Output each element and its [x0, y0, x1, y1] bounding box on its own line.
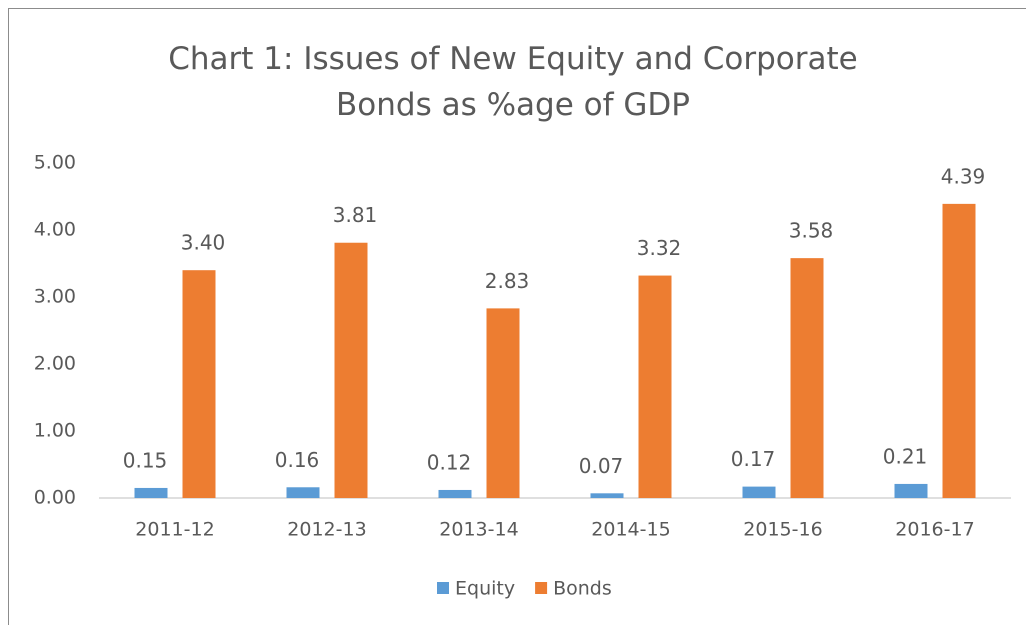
y-tick-label: 2.00: [34, 353, 76, 375]
bar: [790, 258, 824, 498]
legend-swatch: [437, 582, 449, 594]
frame: [8, 8, 1026, 625]
x-tick-label: 2011-12: [135, 519, 214, 541]
legend-label: Bonds: [553, 578, 612, 600]
bar: [638, 275, 672, 498]
y-tick-label: 1.00: [34, 420, 76, 442]
y-tick-label: 0.00: [34, 487, 76, 509]
data-label: 3.81: [333, 203, 378, 227]
data-label: 2.83: [485, 269, 530, 293]
bar: [486, 308, 520, 498]
bar: [590, 493, 624, 498]
data-label: 0.15: [123, 448, 168, 472]
x-tick-label: 2016-17: [895, 519, 974, 541]
x-tick-label: 2012-13: [287, 519, 366, 541]
bar: [438, 489, 472, 498]
bar: [134, 487, 168, 498]
x-tick-label: 2015-16: [743, 519, 822, 541]
bar: [334, 242, 368, 498]
data-label: 0.21: [883, 444, 928, 468]
bar: [286, 487, 320, 498]
data-label: 3.40: [181, 231, 226, 255]
bar: [894, 483, 928, 498]
y-tick-label: 4.00: [34, 219, 76, 241]
data-label: 0.17: [731, 447, 776, 471]
data-label: 0.12: [427, 450, 472, 474]
legend-label: Equity: [455, 578, 515, 600]
x-tick-label: 2014-15: [591, 519, 670, 541]
chart-title: Chart 1: Issues of New Equity and Corpor…: [168, 41, 858, 123]
data-label: 0.16: [275, 448, 320, 472]
y-tick-label: 5.00: [34, 152, 76, 174]
bar: [182, 270, 216, 498]
data-label: 4.39: [941, 164, 986, 188]
x-tick-label: 2013-14: [439, 519, 518, 541]
data-label: 0.07: [579, 454, 624, 478]
bar: [742, 486, 776, 498]
legend-swatch: [535, 582, 548, 594]
data-label: 3.58: [789, 219, 834, 243]
data-label: 3.32: [637, 236, 682, 260]
y-tick-label: 3.00: [34, 286, 76, 308]
bar: [942, 203, 976, 498]
